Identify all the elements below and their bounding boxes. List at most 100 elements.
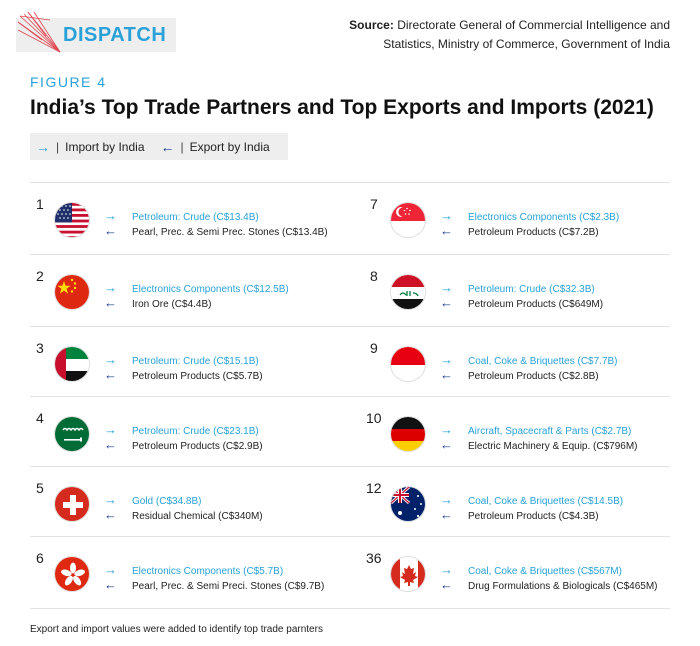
page-title: India’s Top Trade Partners and Top Expor…	[30, 96, 654, 119]
import-arrow-icon: ←	[104, 295, 117, 310]
top-import: Petroleum Products (C$4.3B)	[468, 511, 599, 522]
export-arrow-icon: ←	[160, 138, 175, 155]
top-export: Electronics Components (C$5.7B)	[132, 566, 284, 577]
partner-rank: 4	[36, 410, 44, 426]
divider	[30, 608, 670, 609]
partner-rank: 1	[36, 196, 44, 212]
indonesia-flag-icon	[390, 346, 426, 382]
trade-arrows: → ←	[440, 422, 453, 452]
import-arrow-icon: ←	[440, 577, 453, 592]
top-export: Petroleum: Crude (C$15.1B)	[132, 356, 259, 367]
import-arrow-icon: ←	[104, 367, 117, 382]
top-import: Petroleum Products (C$5.7B)	[132, 371, 263, 382]
uae-flag-icon	[54, 346, 90, 382]
trade-lines: Petroleum: Crude (C$15.1B) Petroleum Pro…	[132, 354, 263, 384]
trade-arrows: → ←	[440, 492, 453, 522]
hong-kong-flag-icon	[54, 556, 90, 592]
usa-flag-icon	[54, 202, 90, 238]
partner-entry-hong-kong: 6 → ← Electronics Components (C$5.7B) Pe…	[36, 550, 356, 610]
trade-arrows: → ←	[104, 280, 117, 310]
trade-arrows: → ←	[104, 492, 117, 522]
import-arrow-icon: ←	[440, 437, 453, 452]
partner-entry-iraq: 8 → ← Petroleum: Crude (C$32.3B) Petrole…	[370, 268, 690, 328]
top-import: Iron Ore (C$4.4B)	[132, 299, 212, 310]
singapore-flag-icon	[390, 202, 426, 238]
partner-rank: 9	[370, 340, 378, 356]
trade-lines: Gold (C$34.8B) Residual Chemical (C$340M…	[132, 494, 263, 524]
source-text: Directorate General of Commercial Intell…	[383, 18, 670, 51]
trade-arrows: → ←	[440, 352, 453, 382]
export-arrow-icon: →	[104, 208, 117, 223]
source-citation: Source: Directorate General of Commercia…	[330, 16, 670, 54]
trade-lines: Electronics Components (C$12.5B) Iron Or…	[132, 282, 289, 312]
import-arrow-icon: ←	[104, 507, 117, 522]
switzerland-flag-icon	[54, 486, 90, 522]
trade-lines: Petroleum: Crude (C$13.4B) Pearl, Prec. …	[132, 210, 328, 240]
legend-separator: |	[180, 139, 184, 154]
canada-flag-icon	[390, 556, 426, 592]
top-export: Electronics Components (C$2.3B)	[468, 212, 620, 223]
partner-entry-switzerland: 5 → ← Gold (C$34.8B) Residual Chemical (…	[36, 480, 356, 540]
brand-name: DISPATCH	[63, 24, 167, 46]
top-export: Petroleum: Crude (C$32.3B)	[468, 284, 595, 295]
trade-arrows: → ←	[104, 422, 117, 452]
partner-entry-indonesia: 9 → ← Coal, Coke & Briquettes (C$7.7B) P…	[370, 340, 690, 400]
iraq-flag-icon	[390, 274, 426, 310]
divider	[30, 396, 670, 397]
export-arrow-icon: →	[104, 492, 117, 507]
divider	[30, 182, 670, 183]
partner-entry-australia: 12 → ← Coal, Coke & Briquettes (C$14.5B)…	[366, 480, 686, 540]
top-export: Coal, Coke & Briquettes (C$567M)	[468, 566, 622, 577]
partner-entry-singapore: 7 → ← Electronics Components (C$2.3B) Pe…	[370, 196, 690, 256]
import-arrow-icon: ←	[104, 577, 117, 592]
trade-lines: Aircraft, Spacecraft & Parts (C$2.7B) El…	[468, 424, 638, 454]
top-export: Coal, Coke & Briquettes (C$14.5B)	[468, 496, 624, 507]
partner-rank: 10	[366, 410, 382, 426]
partner-rank: 5	[36, 480, 44, 496]
trade-arrows: → ←	[104, 208, 117, 238]
partner-entry-canada: 36 → ← Coal, Coke & Briquettes (C$567M) …	[366, 550, 686, 610]
import-arrow-icon: ←	[440, 367, 453, 382]
top-export: Aircraft, Spacecraft & Parts (C$2.7B)	[468, 426, 632, 437]
partner-rank: 6	[36, 550, 44, 566]
trade-lines: Coal, Coke & Briquettes (C$14.5B) Petrol…	[468, 494, 623, 524]
export-arrow-icon: →	[440, 352, 453, 367]
export-arrow-icon: →	[104, 562, 117, 577]
legend-export-label: Export by India	[189, 139, 270, 154]
top-export: Electronics Components (C$12.5B)	[132, 284, 289, 295]
import-arrow-icon: ←	[104, 437, 117, 452]
top-export: Petroleum: Crude (C$23.1B)	[132, 426, 259, 437]
trade-lines: Electronics Components (C$2.3B) Petroleu…	[468, 210, 619, 240]
export-arrow-icon: →	[440, 492, 453, 507]
import-arrow-icon: →	[36, 138, 50, 155]
legend-separator: |	[56, 139, 60, 154]
trade-lines: Petroleum: Crude (C$32.3B) Petroleum Pro…	[468, 282, 603, 312]
top-import: Petroleum Products (C$2.9B)	[132, 441, 263, 452]
import-arrow-icon: ←	[104, 223, 117, 238]
top-export: Petroleum: Crude (C$13.4B)	[132, 212, 259, 223]
export-arrow-icon: →	[104, 422, 117, 437]
germany-flag-icon	[390, 416, 426, 452]
export-arrow-icon: →	[440, 422, 453, 437]
top-import: Pearl, Prec. & Semi Preci. Stones (C$9.7…	[132, 581, 325, 592]
trade-lines: Electronics Components (C$5.7B) Pearl, P…	[132, 564, 324, 594]
trade-lines: Coal, Coke & Briquettes (C$567M) Drug Fo…	[468, 564, 658, 594]
trade-arrows: → ←	[440, 208, 453, 238]
partner-entry-china: 2 → ← Electronics Components (C$12.5B) I…	[36, 268, 356, 328]
figure-label: FIGURE 4	[30, 74, 107, 90]
import-arrow-icon: ←	[440, 295, 453, 310]
partner-entry-saudi-arabia: 4 → ← Petroleum: Crude (C$23.1B) Petrole…	[36, 410, 356, 470]
divider	[30, 254, 670, 255]
import-arrow-icon: ←	[440, 223, 453, 238]
export-arrow-icon: →	[104, 280, 117, 295]
brand-logo[interactable]: DISPATCH	[16, 11, 176, 53]
partner-rank: 3	[36, 340, 44, 356]
top-import: Drug Formulations & Biologicals (C$465M)	[468, 581, 658, 592]
trade-arrows: → ←	[104, 352, 117, 382]
dispatch-logo-icon	[17, 11, 61, 53]
partner-rank: 12	[366, 480, 382, 496]
legend-import-label: Import by India	[65, 139, 145, 154]
trade-lines: Petroleum: Crude (C$23.1B) Petroleum Pro…	[132, 424, 263, 454]
top-import: Pearl, Prec. & Semi Prec. Stones (C$13.4…	[132, 227, 328, 238]
china-flag-icon	[54, 274, 90, 310]
